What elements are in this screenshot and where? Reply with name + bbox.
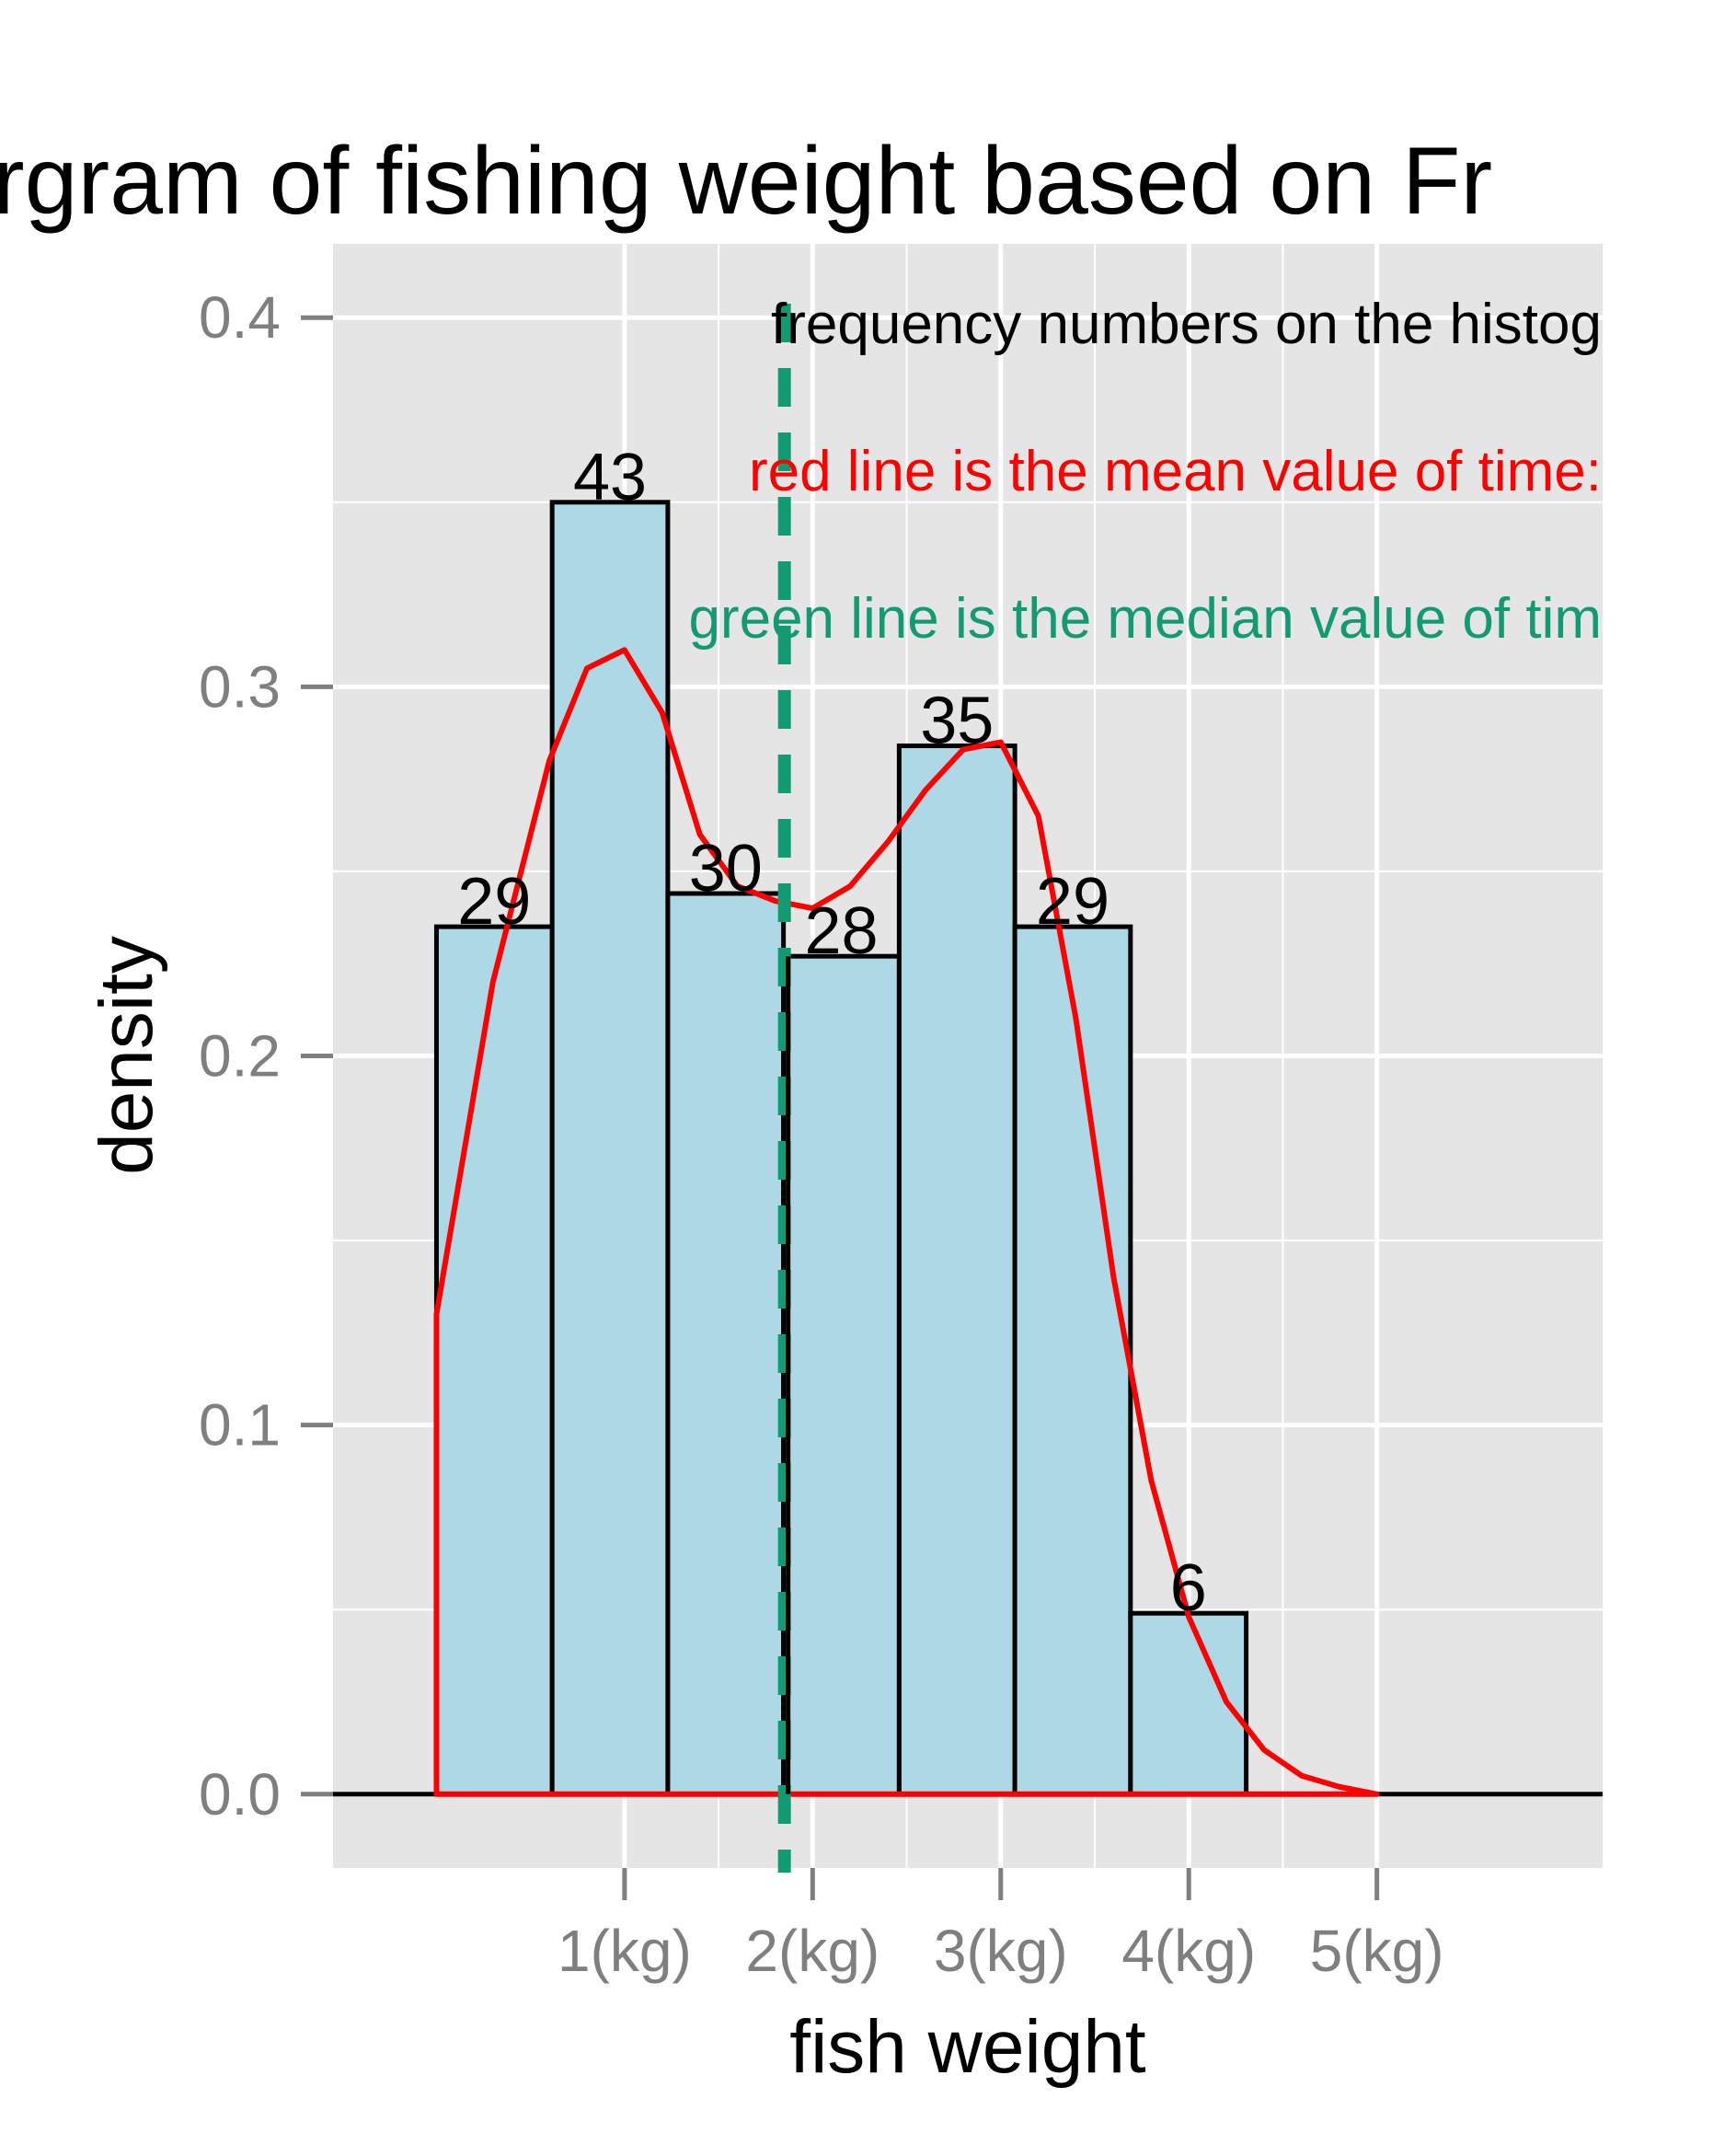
- y-tick-label: 0.4: [199, 284, 281, 351]
- reference-lines: [777, 304, 791, 1873]
- bar-count-label: 29: [457, 865, 531, 939]
- histogram-bar: [433, 924, 555, 1797]
- bar-count-label: 43: [573, 441, 647, 514]
- annotation-text: frequency numbers on the histog: [771, 293, 1602, 356]
- chart-title: rgram of fishing weight based on Fr: [0, 128, 1492, 235]
- density-curve: [433, 647, 1380, 1797]
- bar-count-labels: 29 43 30 28 35 29 6: [457, 441, 1206, 1625]
- histogram-bar: [1012, 924, 1133, 1797]
- histogram-bars: [333, 500, 1603, 1797]
- x-tick-label: 4(kg): [1121, 1918, 1256, 1984]
- y-tick-label: 0.1: [199, 1392, 281, 1458]
- x-axis-title: fish weight: [789, 2005, 1146, 2089]
- x-tick-label: 1(kg): [558, 1918, 692, 1984]
- x-tick-label: 3(kg): [934, 1918, 1068, 1984]
- histogram-bar: [665, 891, 787, 1797]
- x-tick-label: 2(kg): [745, 1918, 879, 1984]
- annotation-text: green line is the median value of tim: [688, 587, 1602, 651]
- bar-count-label: 30: [689, 832, 763, 905]
- y-axis: 0.0 0.1 0.2 0.3 0.4: [199, 284, 333, 1827]
- x-axis: 1(kg) 2(kg) 3(kg) 4(kg) 5(kg): [558, 1868, 1444, 1984]
- bar-count-label: 6: [1170, 1551, 1207, 1625]
- annotation-text: red line is the mean value of time:: [749, 440, 1602, 503]
- bar-count-label: 35: [920, 685, 994, 758]
- histogram-bar: [781, 953, 902, 1797]
- y-tick-label: 0.2: [199, 1023, 281, 1090]
- y-axis-title: density: [85, 936, 168, 1175]
- bar-count-label: 28: [804, 894, 878, 968]
- y-tick-label: 0.3: [199, 653, 281, 720]
- x-tick-label: 5(kg): [1310, 1918, 1444, 1984]
- histogram-bar: [896, 744, 1017, 1797]
- y-tick-label: 0.0: [199, 1761, 281, 1827]
- bar-count-label: 29: [1036, 865, 1109, 939]
- annotations: frequency numbers on the histog red line …: [688, 293, 1602, 651]
- density-curve-line: [433, 647, 1380, 1797]
